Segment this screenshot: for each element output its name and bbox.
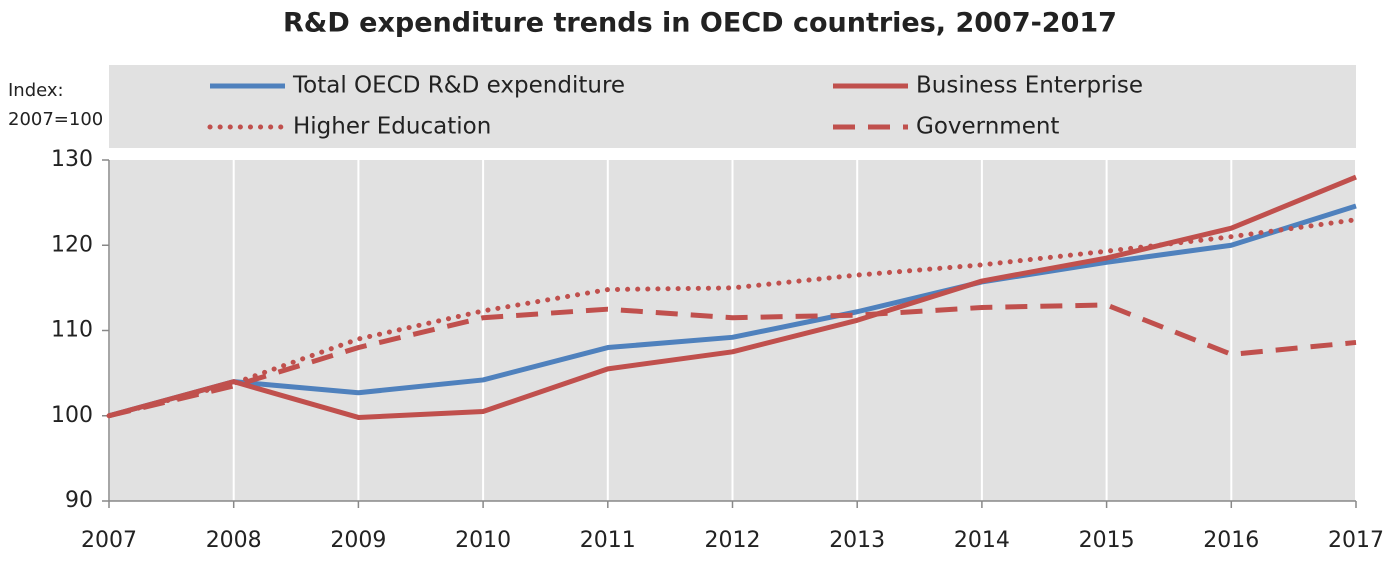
x-tick-label: 2013 xyxy=(829,528,885,553)
x-tick-label: 2015 xyxy=(1079,528,1135,553)
x-tick-label: 2014 xyxy=(954,528,1010,553)
x-tick-label: 2010 xyxy=(455,528,511,553)
x-tick-label: 2016 xyxy=(1203,528,1259,553)
y-tick-label: 120 xyxy=(51,232,93,257)
series-line xyxy=(108,302,1357,419)
x-tick-label: 2012 xyxy=(705,528,761,553)
x-tick-label: 2007 xyxy=(81,528,137,553)
legend-label: Total OECD R&D expenditure xyxy=(292,73,625,99)
legend-label: Government xyxy=(916,114,1059,140)
legend-label: Higher Education xyxy=(293,114,491,140)
x-tick-label: 2011 xyxy=(580,528,636,553)
legend-background xyxy=(109,65,1356,148)
x-tick-label: 2017 xyxy=(1328,528,1384,553)
x-tick-label: 2009 xyxy=(330,528,386,553)
y-axis-label: Index: 2007=100 xyxy=(8,80,104,130)
chart-title: R&D expenditure trends in OECD countries… xyxy=(283,8,1117,39)
series-line xyxy=(108,203,1357,419)
legend-label: Business Enterprise xyxy=(916,73,1143,99)
y-tick-label: 90 xyxy=(65,488,93,513)
x-tick-label: 2008 xyxy=(206,528,262,553)
y-tick-label: 100 xyxy=(51,403,93,428)
y-tick-label: 110 xyxy=(51,318,93,343)
y-tick-label: 130 xyxy=(51,147,93,172)
series-line xyxy=(108,174,1357,420)
series-line xyxy=(106,217,1359,419)
